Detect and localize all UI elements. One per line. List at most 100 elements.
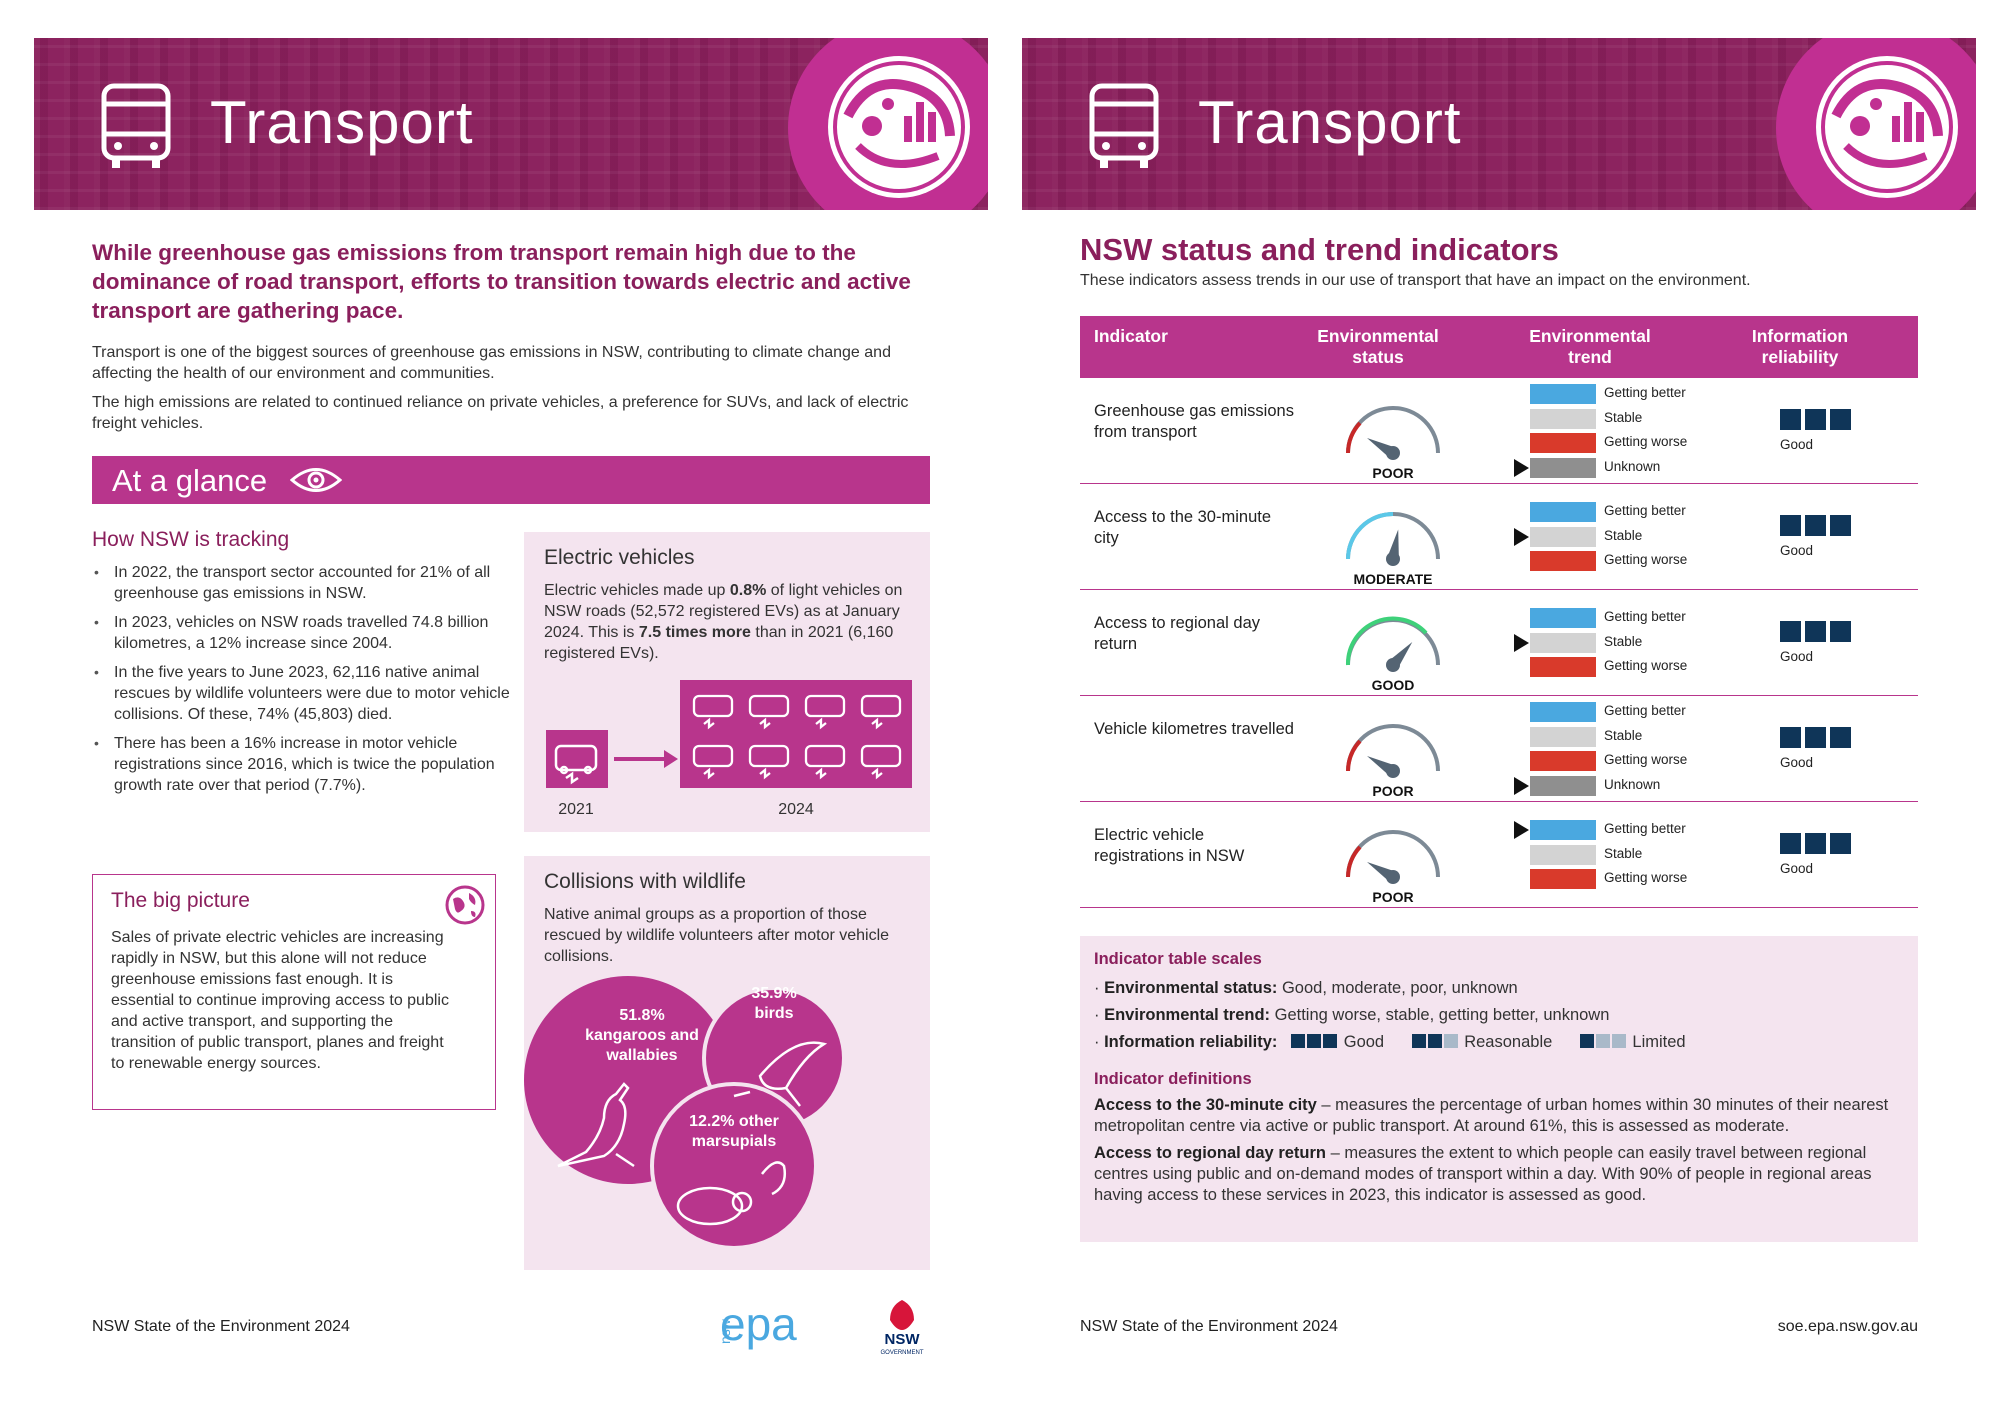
electric-vehicles-text: Electric vehicles made up 0.8% of light … (544, 582, 903, 662)
status-gauge-icon (1346, 512, 1440, 566)
indicators-subheading: These indicators assess trends in our us… (1080, 272, 1751, 289)
trend-item: Getting worse (1526, 549, 1726, 574)
status-gauge-icon (1346, 830, 1440, 884)
tracking-bullet-list: In 2022, the transport sector accounted … (92, 562, 512, 804)
status-label: POOR (1372, 465, 1414, 481)
indicators-heading: NSW status and trend indicators (1080, 232, 1559, 267)
scale-status: · Environmental status: Good, moderate, … (1094, 979, 1518, 997)
trend-item: Getting better (1526, 382, 1726, 407)
electric-vehicles-panel: Electric vehicles Electric vehicles made… (524, 532, 930, 832)
status-gauge-icon (1346, 406, 1440, 460)
trend-item: Stable (1526, 407, 1726, 432)
definitions-heading: Indicator definitions (1094, 1070, 1252, 1088)
trend-scale: Getting better Stable Getting worse (1514, 606, 1726, 680)
trend-item: Getting better (1526, 700, 1726, 725)
big-picture-text: Sales of private electric vehicles are i… (111, 929, 449, 1072)
list-item: In 2022, the transport sector accounted … (92, 562, 512, 604)
trend-pointer-icon (1514, 458, 1529, 477)
wombat-icon (676, 1161, 786, 1226)
collisions-with-wildlife-panel: Collisions with wildlife Native animal g… (524, 856, 930, 1270)
collisions-with-wildlife-title: Collisions with wildlife (544, 870, 746, 893)
trend-scale: Getting better Stable Getting worse Unknown (1514, 700, 1726, 799)
status-gauge-icon (1346, 724, 1440, 778)
car-icon (748, 744, 790, 780)
trend-item: Getting better (1526, 500, 1726, 525)
indicator-table: Indicator Environmental status Environmen… (1080, 316, 1918, 908)
ev-year-2024: 2024 (778, 801, 814, 818)
intro-paragraph-2: The high emissions are related to contin… (92, 394, 909, 432)
car-icon (748, 694, 790, 730)
list-item: There has been a 16% increase in motor v… (92, 733, 512, 796)
bird-icon (733, 1041, 828, 1107)
svg-text:GOVERNMENT: GOVERNMENT (880, 1350, 923, 1356)
car-icon (692, 744, 734, 780)
how-nsw-is-tracking-heading: How NSW is tracking (92, 528, 290, 551)
header-banner: Transport (1022, 38, 1976, 210)
trend-scale: Getting better Stable Getting worse (1514, 818, 1726, 892)
big-picture-box: The big picture Sales of private electri… (92, 874, 496, 1110)
indicator-label: Electric vehicle registrations in NSW (1094, 826, 1245, 865)
status-label: GOOD (1371, 677, 1415, 693)
indicator-label: Greenhouse gas emissions from transport (1094, 402, 1294, 441)
bus-icon (1089, 83, 1159, 168)
reliability-indicator: Good (1780, 409, 1880, 452)
page-title: Transport (1198, 89, 1462, 156)
kangaroo-label: 51.8% kangaroos and wallabies (585, 1007, 699, 1064)
waratah-icon (890, 1300, 914, 1330)
at-a-glance-title: At a glance (112, 463, 268, 498)
scale-trend: · Environmental trend: Getting worse, st… (1094, 1006, 1610, 1024)
trend-item: Getting better (1514, 818, 1726, 843)
definition-30-minute-city: Access to the 30-minute city – measures … (1094, 1096, 1889, 1135)
collisions-with-wildlife-text: Native animal groups as a proportion of … (544, 906, 890, 965)
indicator-label: Access to the 30-minute city (1094, 508, 1272, 547)
trend-item: Stable (1526, 843, 1726, 868)
table-row: Access to the 30-minute city MODERATE Gett… (1080, 484, 1918, 590)
trend-pointer-icon (1514, 633, 1529, 652)
trend-item: Unknown (1514, 774, 1726, 799)
trend-pointer-icon (1514, 776, 1529, 795)
header-banner: Transport (34, 38, 988, 210)
trend-item: Getting worse (1526, 867, 1726, 892)
aboriginal-art-medallion-icon (1816, 56, 1958, 198)
footer-text: NSW State of the Environment 2024 (1080, 1318, 1338, 1335)
eye-icon (290, 468, 342, 492)
kangaroo-icon (557, 1082, 635, 1168)
indicator-label: Vehicle kilometres travelled (1094, 720, 1294, 738)
list-item: In 2023, vehicles on NSW roads travelled… (92, 612, 512, 654)
header-environmental-trend: Environmental trend (1529, 326, 1651, 367)
globe-icon (445, 885, 485, 925)
marsupials-label: 12.2% other marsupials (689, 1113, 779, 1150)
trend-item: Getting better (1526, 606, 1726, 631)
trend-item: Getting worse (1526, 431, 1726, 456)
header-information-reliability: Information reliability (1751, 326, 1849, 367)
car-icon (804, 694, 846, 730)
header-indicator: Indicator (1094, 326, 1168, 346)
list-item: In the five years to June 2023, 62,116 n… (92, 662, 512, 725)
wildlife-circles-graphic (524, 976, 846, 1250)
table-row: Access to regional day return GOOD Getting… (1080, 590, 1918, 696)
trend-item: Unknown (1514, 456, 1726, 481)
reliability-indicator: Good (1780, 515, 1880, 558)
trend-pointer-icon (1514, 821, 1529, 840)
marsupial-circle (650, 1082, 818, 1250)
car-icon (692, 694, 734, 730)
trend-item: Getting worse (1526, 655, 1726, 680)
header-environmental-status: Environmental status (1317, 326, 1439, 367)
table-header: Indicator Environmental status Environmen… (1080, 316, 1918, 378)
trend-item: Stable (1514, 631, 1726, 656)
status-gauge-icon (1345, 616, 1440, 672)
epa-logo: epa (720, 1298, 797, 1350)
trend-pointer-icon (1514, 527, 1529, 546)
table-row: Greenhouse gas emissions from transport P… (1080, 378, 1918, 484)
indicator-label: Access to regional day return (1094, 614, 1261, 653)
footer-url: soe.epa.nsw.gov.au (1777, 1318, 1918, 1335)
indicator-scales-box: Indicator table scales · Environmental s… (1080, 936, 1918, 1242)
table-row: Electric vehicle registrations in NSW POO… (1080, 802, 1918, 908)
trend-scale: Getting better Stable Getting worse Unknown (1514, 382, 1726, 481)
lead-paragraph: While greenhouse gas emissions from tran… (92, 240, 911, 323)
svg-text:nsw: nsw (717, 1318, 733, 1344)
ev-growth-graphic: 2021 2024 (546, 680, 912, 818)
at-a-glance-bar: At a glance (92, 456, 930, 504)
bus-icon (101, 83, 171, 168)
electric-vehicles-title: Electric vehicles (544, 546, 695, 569)
